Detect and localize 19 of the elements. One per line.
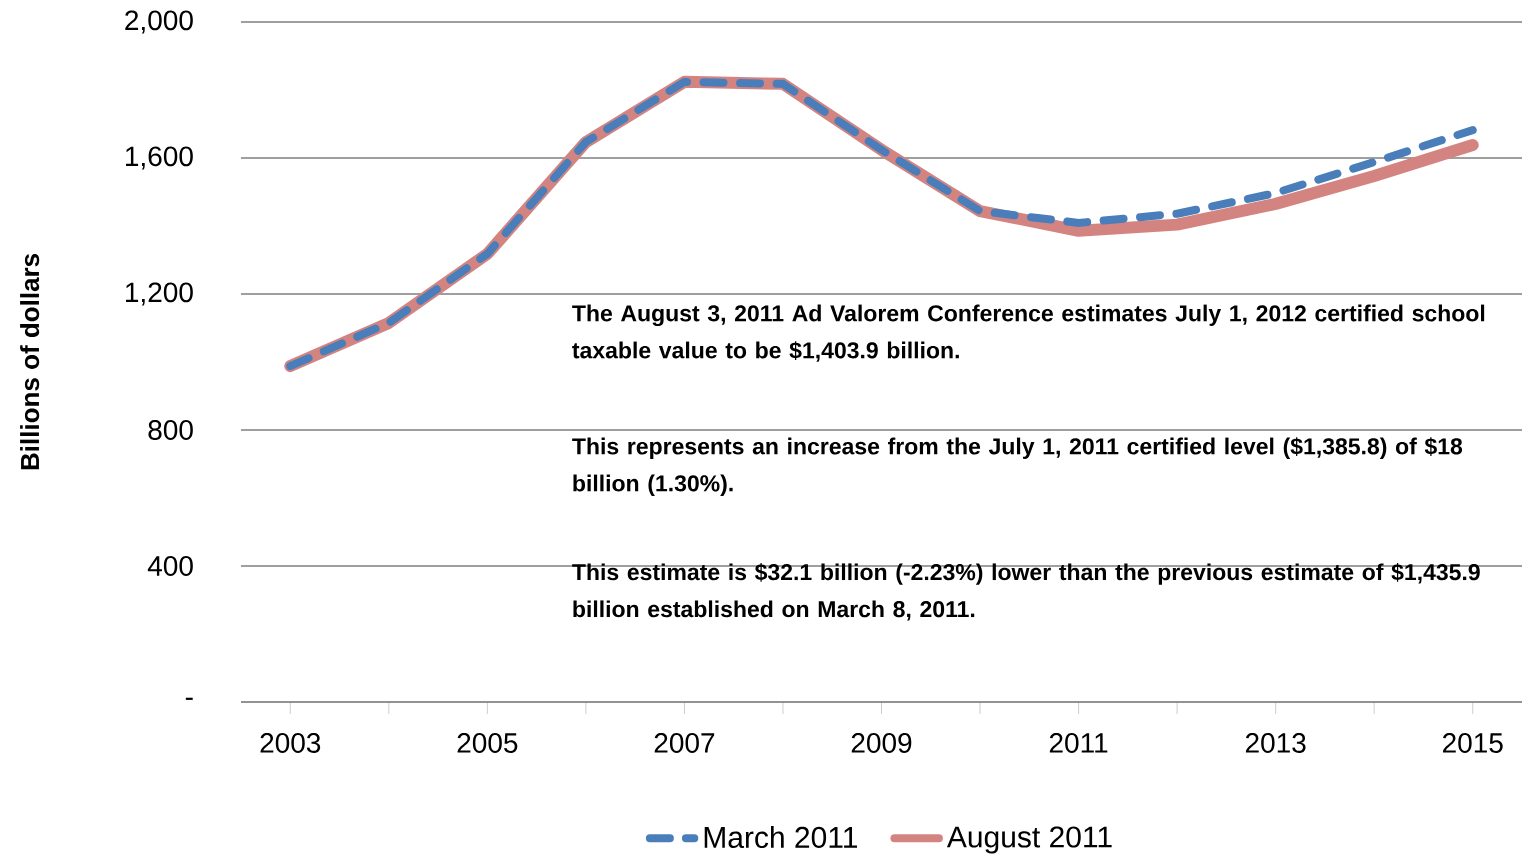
y-tick-label: 1,600 bbox=[126, 146, 193, 170]
annotation: The August 3, 2011 Ad Valorem Conference estimates July 1, 2012 certified school taxable value to be $1,403.9 billion. bbox=[572, 304, 1485, 362]
annotation: This represents an increase from the July 1, 2011 certified level ($1,385.8) of $18 billion (1.30%). bbox=[572, 437, 1463, 497]
legend-label: August 2011 bbox=[946, 826, 1112, 854]
x-tick-label: 2005 bbox=[457, 733, 518, 753]
x-tick-label: 2009 bbox=[851, 733, 912, 753]
y-axis-title: Billions of dollars bbox=[20, 253, 40, 470]
x-tick-label: 2011 bbox=[1049, 733, 1108, 753]
y-tick-label: 1,200 bbox=[126, 282, 193, 306]
x-tick-label: 2007 bbox=[654, 733, 715, 753]
y-tick-label: 2,000 bbox=[125, 10, 193, 34]
y-tick-label: 400 bbox=[147, 556, 193, 576]
legend-label: March 2011 bbox=[704, 825, 857, 849]
y-tick-label: 800 bbox=[148, 420, 193, 440]
y-tick-label: - bbox=[185, 697, 193, 700]
x-tick-label: 2003 bbox=[260, 733, 321, 753]
x-tick-label: 2013 bbox=[1245, 733, 1306, 753]
annotation: This estimate is $32.1 billion (-2.23%) lower than the previous estimate of $1,435.9 billion established on March 8, 2011. bbox=[572, 562, 1480, 621]
x-tick-label: 2015 bbox=[1443, 733, 1503, 753]
